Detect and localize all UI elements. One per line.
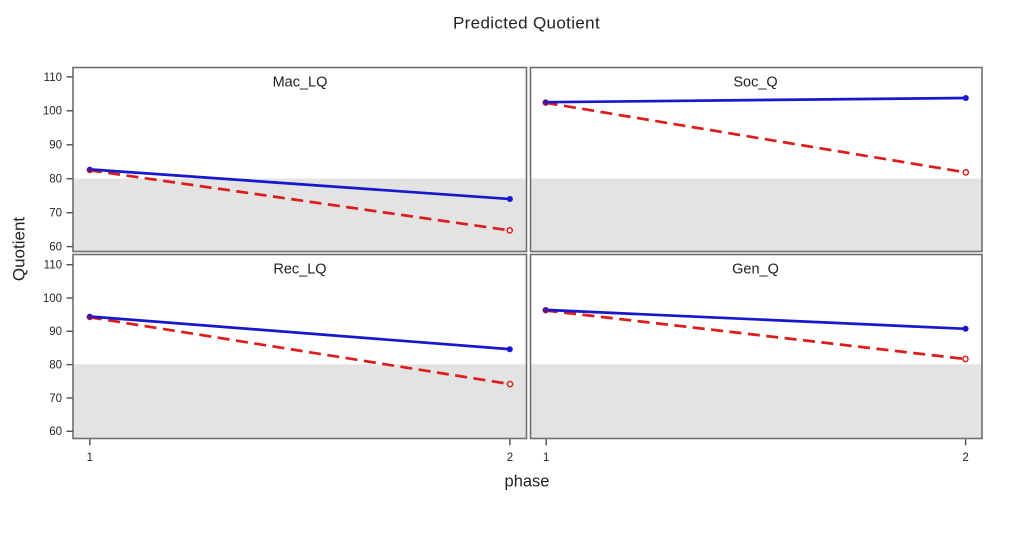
svg-text:1: 1	[543, 452, 549, 464]
svg-text:Mac_LQ: Mac_LQ	[273, 75, 328, 91]
svg-text:100: 100	[43, 293, 62, 305]
svg-text:70: 70	[49, 393, 62, 405]
svg-text:100: 100	[43, 106, 62, 118]
svg-text:Rec_LQ: Rec_LQ	[273, 262, 326, 278]
svg-text:90: 90	[49, 140, 62, 152]
svg-text:110: 110	[44, 72, 62, 84]
svg-text:90: 90	[49, 326, 62, 338]
svg-text:60: 60	[49, 426, 62, 438]
svg-text:Predicted Quotient: Predicted Quotient	[453, 13, 600, 32]
svg-text:2: 2	[507, 452, 513, 464]
svg-text:70: 70	[49, 208, 62, 220]
svg-text:1: 1	[87, 452, 93, 464]
svg-text:110: 110	[44, 260, 62, 272]
svg-text:phase: phase	[505, 473, 550, 491]
svg-text:80: 80	[49, 174, 62, 186]
svg-text:2: 2	[962, 452, 968, 464]
svg-text:80: 80	[49, 360, 62, 372]
svg-text:Quotient: Quotient	[10, 217, 29, 282]
svg-text:60: 60	[49, 242, 62, 254]
svg-text:Gen_Q: Gen_Q	[732, 262, 779, 278]
svg-text:Soc_Q: Soc_Q	[733, 75, 777, 91]
